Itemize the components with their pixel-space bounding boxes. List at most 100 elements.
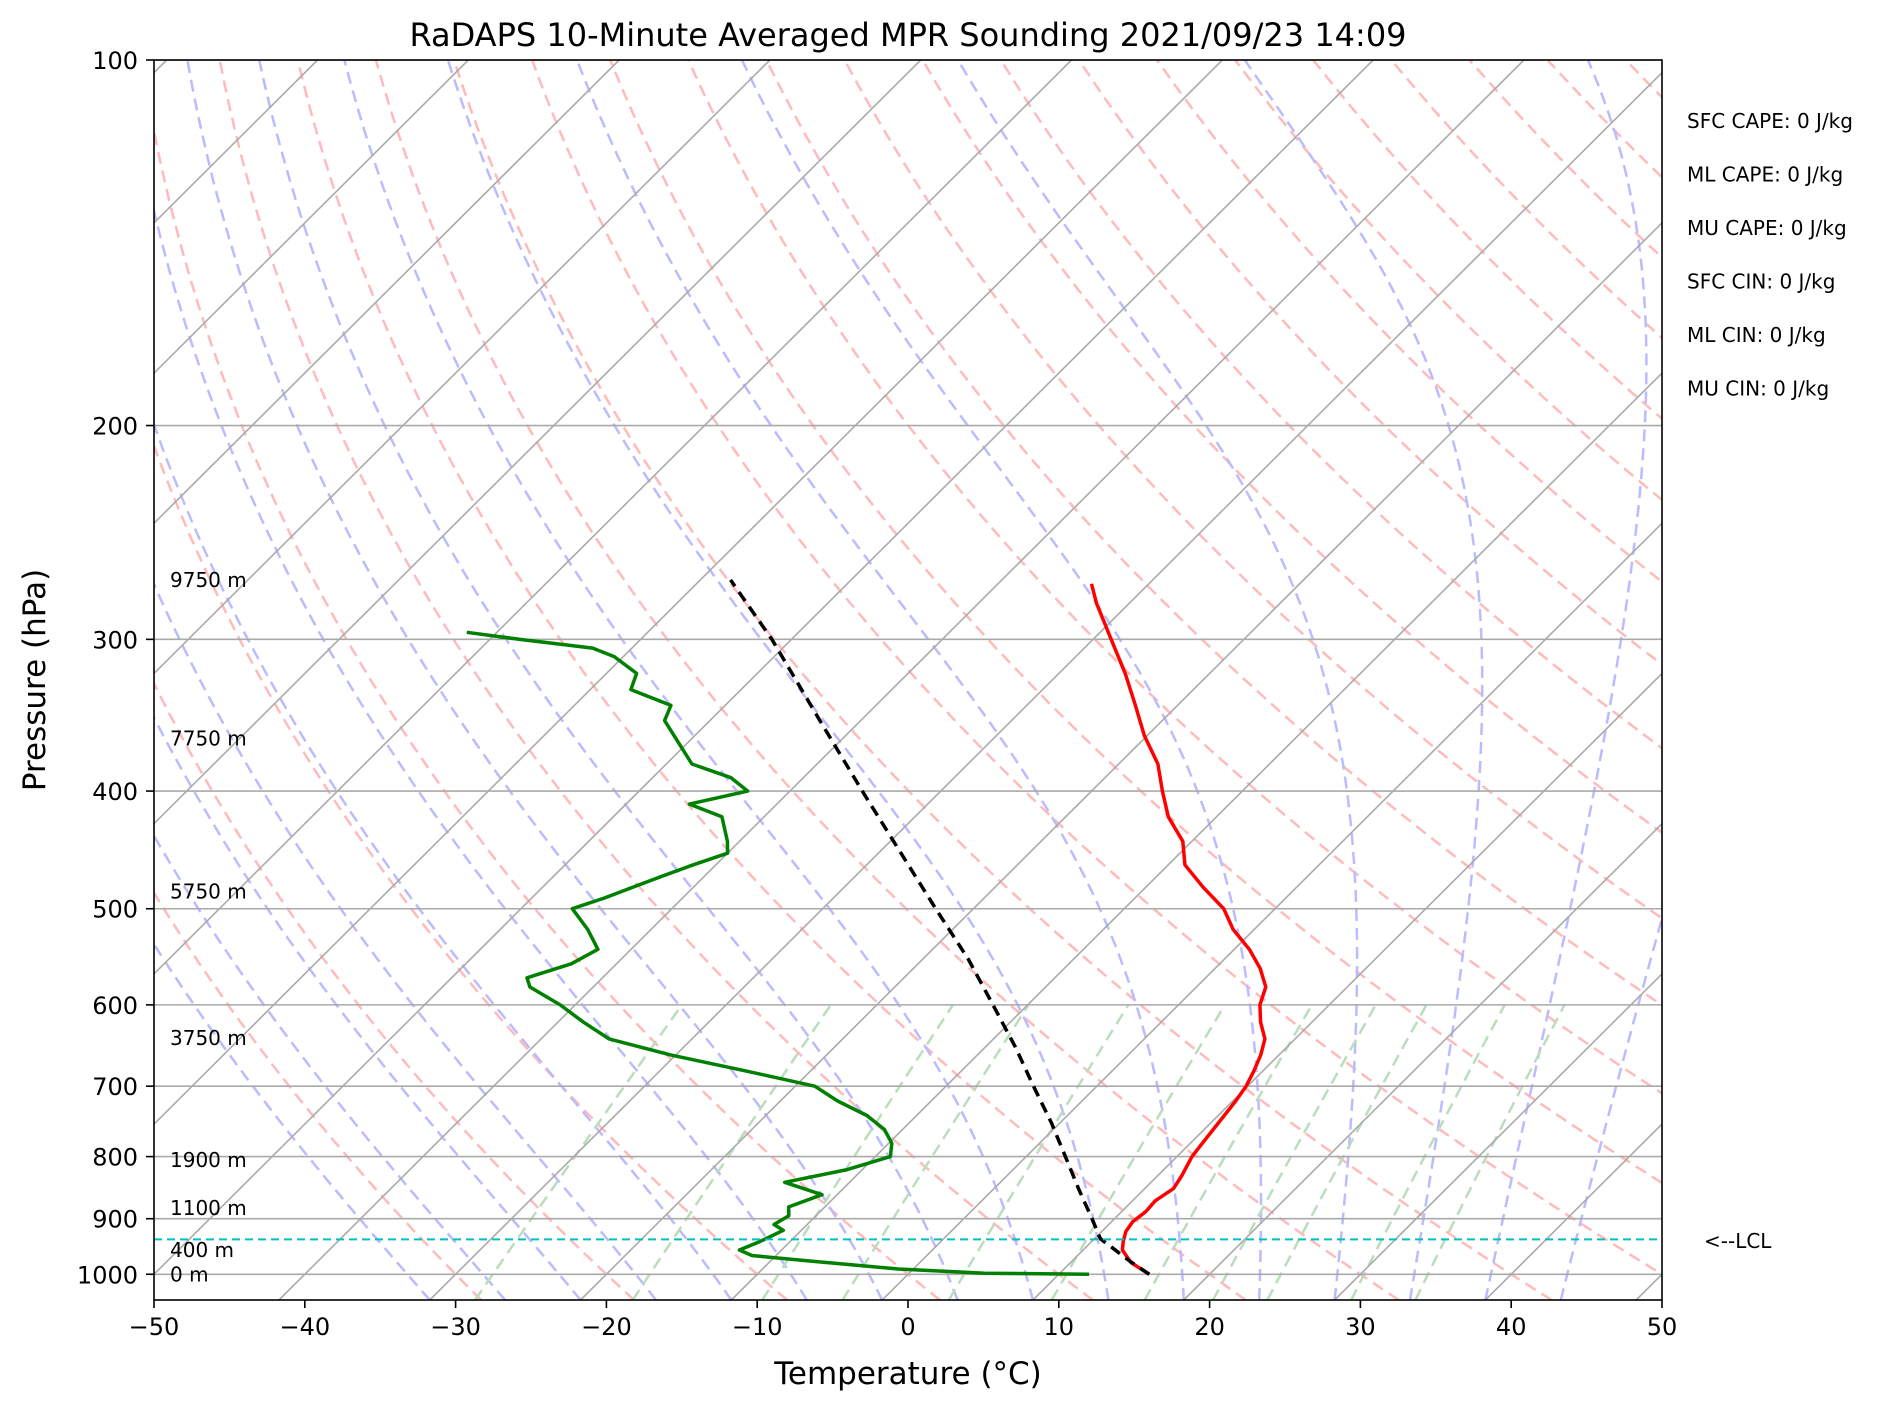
- isotherm: [278, 60, 1525, 1300]
- height-label: 0 m: [170, 1262, 209, 1286]
- dry-adiabat: [374, 60, 1400, 1300]
- moist-adiabat: [154, 420, 733, 1300]
- height-label: 5750 m: [170, 880, 247, 904]
- height-label: 3750 m: [170, 1026, 247, 1050]
- mixing-ratio-line: [1143, 1004, 1313, 1300]
- y-tick-label: 1000: [77, 1261, 138, 1289]
- dry-adiabat: [154, 890, 483, 1300]
- isotherm: [154, 60, 771, 675]
- height-label: 1900 m: [170, 1148, 247, 1172]
- index-label: SFC CAPE: 0 J/kg: [1687, 109, 1853, 133]
- x-tick-label: −10: [732, 1313, 783, 1341]
- index-label: MU CIN: 0 J/kg: [1687, 377, 1829, 401]
- dry-adiabat: [609, 60, 1662, 1185]
- y-tick-label: 200: [92, 413, 138, 441]
- isotherm: [1183, 822, 1662, 1300]
- dewpoint-profile: [466, 630, 1090, 1277]
- mixing-ratio-line: [1350, 1004, 1506, 1300]
- height-label: 9750 m: [170, 568, 247, 592]
- x-axis-label: Temperature (°C): [773, 1356, 1042, 1392]
- moist-adiabat: [154, 205, 808, 1300]
- y-tick-label: 800: [92, 1144, 138, 1172]
- lcl-label: <--LCL: [1704, 1229, 1772, 1253]
- parcel-profile: [729, 578, 1151, 1276]
- mixing-ratio-line: [947, 1004, 1130, 1300]
- y-axis: 100 200 300 400 500 600 700 800 900 1000: [77, 47, 154, 1289]
- x-tick-label: 50: [1647, 1313, 1678, 1341]
- dry-adiabat: [154, 442, 788, 1300]
- chart-title: RaDAPS 10-Minute Averaged MPR Sounding 2…: [409, 16, 1406, 54]
- isotherm: [154, 60, 620, 525]
- isotherm: [429, 71, 1662, 1300]
- dry-adiabat: [765, 60, 1662, 1007]
- height-label: 7750 m: [170, 726, 247, 750]
- moist-adiabat: [575, 60, 1186, 1300]
- isotherm: [580, 221, 1662, 1300]
- x-axis: −50 −40 −30 −20 −10 0 10 20 30 40 50: [129, 1300, 1678, 1341]
- mixing-ratio-line: [761, 1004, 954, 1300]
- moist-adiabat: [1484, 60, 1648, 1300]
- mixing-ratio-line: [841, 1004, 1030, 1300]
- y-tick-label: 300: [92, 626, 138, 654]
- dry-adiabat: [296, 60, 1247, 1300]
- index-label: MU CAPE: 0 J/kg: [1687, 216, 1847, 240]
- y-tick-label: 400: [92, 778, 138, 806]
- y-tick-label: 600: [92, 992, 138, 1020]
- moist-adiabat: [446, 60, 1110, 1300]
- index-label: ML CIN: 0 J/kg: [1687, 323, 1826, 347]
- moist-adiabat: [154, 941, 431, 1300]
- y-axis-label: Pressure (hPa): [17, 569, 53, 791]
- moist-adiabat: [186, 60, 884, 1300]
- isotherm: [154, 60, 469, 375]
- x-tick-label: 0: [900, 1313, 915, 1341]
- index-label: SFC CIN: 0 J/kg: [1687, 270, 1835, 294]
- y-tick-label: 100: [92, 47, 138, 75]
- dry-adiabat: [530, 60, 1662, 1276]
- moist-adiabat: [956, 60, 1359, 1300]
- moist-adiabat: [740, 60, 1263, 1300]
- isotherm: [154, 60, 1223, 1126]
- moist-adiabat: [257, 60, 959, 1300]
- temperature-profile: [1089, 583, 1268, 1276]
- height-label: 1100 m: [170, 1196, 247, 1220]
- x-tick-label: −30: [430, 1313, 481, 1341]
- isotherm: [881, 522, 1662, 1300]
- mixing-ratio-line: [1414, 1004, 1566, 1300]
- x-tick-label: 20: [1194, 1313, 1225, 1341]
- dry-adiabat: [1077, 60, 1662, 667]
- isotherm: [154, 60, 922, 825]
- isotherm: [730, 371, 1662, 1300]
- dry-adiabat: [452, 60, 1553, 1300]
- mixing-ratio-line: [631, 1004, 832, 1300]
- stability-indices: SFC CAPE: 0 J/kg ML CAPE: 0 J/kg MU CAPE: …: [1687, 109, 1853, 401]
- x-tick-label: −40: [279, 1313, 330, 1341]
- x-tick-label: −20: [581, 1313, 632, 1341]
- moist-adiabat: [1559, 913, 1662, 1300]
- y-tick-label: 900: [92, 1206, 138, 1234]
- y-tick-label: 500: [92, 896, 138, 924]
- x-tick-label: −50: [129, 1313, 180, 1341]
- grid-lines: [154, 60, 1662, 1300]
- dry-adiabat: [1155, 60, 1662, 584]
- mixing-ratio-line: [473, 1004, 683, 1300]
- x-tick-label: 40: [1496, 1313, 1527, 1341]
- moist-adiabat: [1243, 60, 1484, 1300]
- mixing-ratio-line: [1266, 1004, 1428, 1300]
- mixing-ratio-line: [1050, 1004, 1226, 1300]
- x-tick-label: 30: [1345, 1313, 1376, 1341]
- dry-adiabat: [218, 60, 1094, 1300]
- data-series: [154, 578, 1662, 1277]
- isotherm: [1334, 972, 1662, 1300]
- dry-adiabat: [154, 680, 636, 1300]
- index-label: ML CAPE: 0 J/kg: [1687, 163, 1843, 187]
- height-label: 400 m: [170, 1238, 234, 1262]
- moist-adiabat: [154, 833, 507, 1300]
- dry-adiabat: [999, 60, 1662, 750]
- y-tick-label: 700: [92, 1073, 138, 1101]
- isotherm: [154, 60, 1374, 1276]
- isotherm: [154, 60, 1073, 976]
- mixing-ratio-line: [1211, 1004, 1377, 1300]
